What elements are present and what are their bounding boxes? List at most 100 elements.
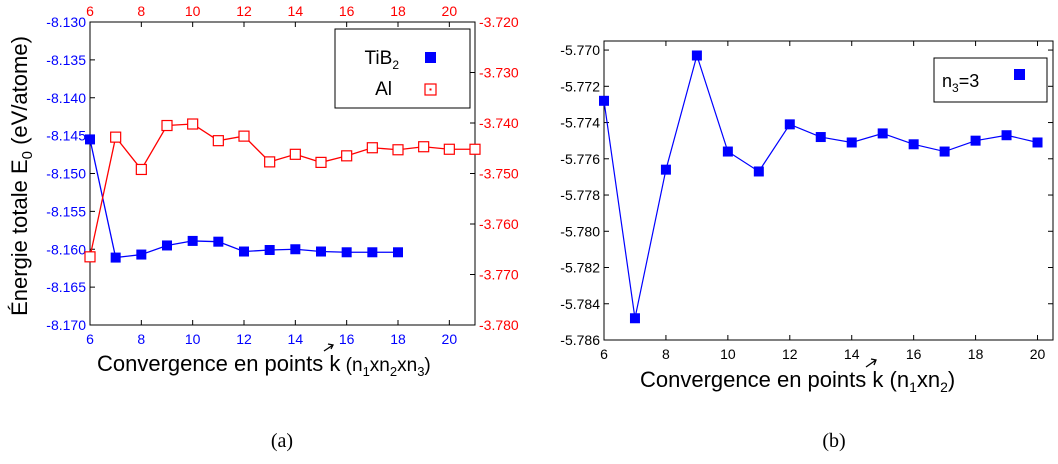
y-tick-label: -5.770 xyxy=(560,42,600,58)
k-vector-arrow xyxy=(865,358,877,368)
panel-a-legend: TiB2 Al xyxy=(334,28,471,109)
point-tib2-7 xyxy=(110,252,121,263)
panel-b-caption: (b) xyxy=(822,430,845,452)
point-al-12 xyxy=(238,130,250,142)
point-al-14 xyxy=(289,148,301,160)
point-tib2-18 xyxy=(393,247,403,258)
point-al-15 xyxy=(315,156,327,168)
y-left-tick-label: -8.155 xyxy=(46,203,86,219)
y-left-tick-label: -8.150 xyxy=(46,166,86,182)
ylabel-pre: Énergie totale E xyxy=(7,159,32,316)
y-right-tick-label: -3.780 xyxy=(479,317,519,333)
point-n3-18 xyxy=(970,135,981,146)
point-al-18 xyxy=(392,144,404,156)
point-tib2-13 xyxy=(264,245,275,256)
point-tib2-15 xyxy=(316,246,326,257)
point-tib2-17 xyxy=(367,247,378,258)
x-tick-label: 20 xyxy=(442,331,458,347)
y-tick-label: -5.776 xyxy=(560,151,600,167)
x-top-tick-label: 14 xyxy=(288,3,304,19)
x-tick-label: 10 xyxy=(185,331,201,347)
y-tick-label: -5.786 xyxy=(560,332,600,348)
x-tick-label: 14 xyxy=(844,346,860,362)
xlabel-sub-2: 2 xyxy=(940,379,948,395)
y-right-tick-label: -3.770 xyxy=(479,267,519,283)
x-top-tick-label: 16 xyxy=(339,3,355,19)
point-n3-12 xyxy=(784,119,795,130)
point-n3-7 xyxy=(629,313,640,324)
x-tick-label: 6 xyxy=(600,346,608,362)
xlabel-k: k xyxy=(329,351,341,376)
x-tick-label: 6 xyxy=(86,331,94,347)
point-n3-14 xyxy=(846,137,857,148)
series-line-al xyxy=(89,123,475,257)
point-n3-19 xyxy=(1001,130,1012,141)
y-tick-label: -5.780 xyxy=(560,223,600,239)
x-tick-label: 18 xyxy=(968,346,984,362)
panel-a-left-axis: -8.170 -8.165 -8.160 -8.155 -8.150 -8.145 -8.1… xyxy=(46,14,95,333)
x-top-tick-label: 10 xyxy=(185,3,201,19)
x-tick-label: 16 xyxy=(906,346,922,362)
panel-b-legend: n3=3 xyxy=(933,57,1048,103)
point-al-20 xyxy=(443,143,455,155)
y-tick-label: -5.782 xyxy=(560,260,600,276)
y-left-tick-label: -8.170 xyxy=(46,317,86,333)
legend-n3-pre: n xyxy=(942,71,952,91)
point-al-6 xyxy=(84,251,96,263)
xlabel-x-1: xn xyxy=(370,355,390,376)
legend-label-n3: n3=3 xyxy=(942,71,979,95)
xlabel-x-1: xn xyxy=(917,367,940,392)
panel-b: 6 8 10 12 14 16 18 20 -5.786-5.784-5.782-5.780-… xyxy=(560,40,1054,452)
xlabel-paren-close: ) xyxy=(948,367,955,392)
legend-label-al: Al xyxy=(375,79,392,100)
legend-marker-al-dot xyxy=(429,88,432,91)
x-tick-label: 18 xyxy=(390,331,406,347)
y-left-tick-label: -8.165 xyxy=(46,279,86,295)
x-tick-label: 16 xyxy=(339,331,355,347)
y-left-tick-label: -8.160 xyxy=(46,241,86,257)
panel-b-xlabel: Convergence en points k (n1xn2) xyxy=(640,367,955,395)
panel-a-xlabel: Convergence en points k (n1xn2xn3) xyxy=(97,351,431,379)
point-al-9 xyxy=(161,119,173,132)
xlabel-paren-close: ) xyxy=(424,355,430,376)
x-top-tick-label: 12 xyxy=(236,3,252,19)
y-tick-label: -5.778 xyxy=(560,187,600,203)
series-points-al xyxy=(84,118,481,263)
y-tick-label: -5.784 xyxy=(560,296,600,312)
legend-tib2-sub: 2 xyxy=(392,58,399,72)
x-top-tick-label: 20 xyxy=(442,3,458,19)
xlabel-pre: Convergence en points xyxy=(97,351,329,376)
panel-a-caption: (a) xyxy=(271,430,293,452)
panel-b-bottom-axis: 6 8 10 12 14 16 18 20 xyxy=(600,41,1046,362)
point-al-11 xyxy=(212,135,224,147)
panel-a: 6 8 10 12 14 16 18 20 6 8 10 12 14 16 18 20 -8.170-8.1… xyxy=(7,3,519,452)
xlabel-sub-3: 3 xyxy=(417,364,424,379)
point-tib2-8 xyxy=(136,249,147,260)
xlabel-x-2: xn xyxy=(397,355,417,376)
legend-label-tib2: TiB2 xyxy=(365,48,400,72)
point-al-17 xyxy=(366,142,378,154)
point-al-16 xyxy=(341,150,353,162)
point-n3-8 xyxy=(660,164,671,175)
y-tick-label: -5.772 xyxy=(560,78,600,94)
x-top-tick-label: 8 xyxy=(137,3,145,19)
xlabel-k: k xyxy=(872,367,884,392)
point-tib2-9 xyxy=(162,240,172,251)
xlabel-paren-open: (n xyxy=(340,355,362,376)
y-right-tick-label: -3.750 xyxy=(479,166,519,182)
point-al-7 xyxy=(110,131,122,143)
point-tib2-14 xyxy=(290,244,301,255)
y-right-tick-label: -3.760 xyxy=(479,216,519,232)
point-n3-20 xyxy=(1032,137,1043,148)
point-n3-15 xyxy=(877,128,888,139)
point-tib2-12 xyxy=(239,246,249,257)
x-tick-label: 14 xyxy=(288,331,304,347)
xlabel-pre: Convergence en points xyxy=(640,367,872,392)
y-left-tick-label: -8.130 xyxy=(46,14,86,30)
ylabel-post: (eV/atome) xyxy=(7,36,32,151)
k-vector-arrow xyxy=(323,343,334,352)
point-n3-9 xyxy=(691,50,702,61)
legend-n3-post: =3 xyxy=(959,71,980,91)
panel-b-frame xyxy=(603,40,1054,341)
legend-marker-tib2 xyxy=(425,52,436,63)
